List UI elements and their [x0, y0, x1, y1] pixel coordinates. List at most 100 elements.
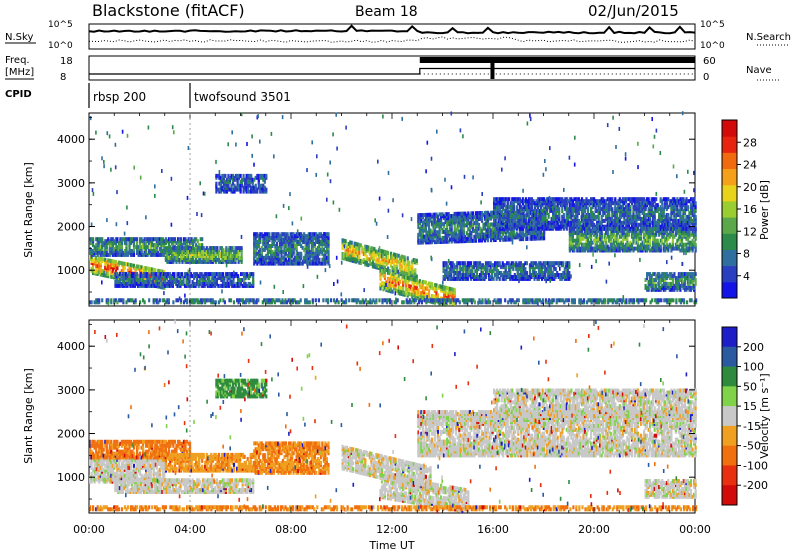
range-cell [140, 237, 143, 242]
range-cell [92, 267, 95, 272]
range-cell [152, 243, 155, 248]
range-cell [217, 259, 220, 264]
range-cell [205, 256, 208, 260]
range-cell [161, 274, 164, 279]
range-cell [143, 241, 146, 246]
range-cell [179, 257, 183, 262]
range-cell [319, 232, 322, 237]
range-cell [130, 283, 134, 288]
range-cell [477, 222, 481, 227]
range-cell [192, 239, 195, 244]
range-cell [291, 249, 294, 254]
range-cell [224, 281, 227, 286]
range-cell [180, 272, 184, 277]
range-cell [262, 173, 265, 178]
range-cell [306, 257, 309, 262]
range-cell [278, 234, 282, 239]
range-cell [199, 257, 202, 262]
range-cell [116, 266, 119, 271]
range-cell [266, 245, 269, 250]
range-cell [686, 205, 690, 210]
range-cell [104, 249, 107, 253]
range-cell [172, 237, 175, 242]
range-cell [379, 254, 382, 259]
range-cell [355, 246, 358, 250]
range-cell [318, 232, 321, 237]
range-cell [313, 251, 316, 256]
range-cell [234, 185, 238, 190]
range-cell [193, 281, 196, 286]
range-cell [110, 237, 113, 242]
range-cell [132, 283, 135, 288]
range-cell [152, 249, 155, 253]
range-cell [356, 246, 359, 251]
range-cell [182, 280, 185, 284]
range-cell [316, 259, 319, 264]
range-cell [161, 237, 164, 242]
range-cell [211, 254, 214, 258]
range-cell [114, 272, 117, 277]
range-cell [139, 269, 142, 273]
range-cell [143, 237, 146, 242]
range-cell [391, 269, 394, 274]
range-cell [183, 272, 187, 277]
range-cell [277, 232, 280, 237]
range-cell [694, 209, 697, 213]
range-cell [263, 232, 266, 237]
range-cell [228, 246, 231, 251]
range-cell [239, 183, 242, 188]
range-cell [244, 281, 247, 286]
range-cell [195, 254, 198, 258]
range-cell [269, 244, 272, 248]
range-cell [250, 283, 253, 288]
range-cell [190, 237, 193, 242]
range-cell [128, 266, 131, 271]
range-cell [179, 254, 183, 258]
range-cell [362, 252, 365, 256]
range-cell [90, 241, 93, 246]
range-cell [96, 247, 99, 251]
range-cell [108, 258, 111, 263]
range-cell [141, 278, 144, 282]
range-cell [274, 261, 277, 266]
range-cell [388, 269, 391, 273]
range-cell [324, 257, 327, 262]
range-cell [228, 175, 232, 180]
range-cell [247, 183, 250, 188]
range-cell [274, 249, 277, 254]
noise-tick-high-left: 10^5 [48, 20, 73, 30]
range-cell [236, 173, 239, 178]
range-cell [383, 257, 387, 262]
range-cell [301, 259, 304, 264]
range-cell [196, 259, 199, 264]
range-cell [281, 242, 285, 246]
range-cell [187, 276, 190, 281]
range-cell [313, 261, 316, 266]
range-cell [406, 268, 409, 273]
range-cell [190, 246, 193, 251]
range-cell [298, 232, 301, 237]
range-cell [161, 249, 164, 253]
range-cell [142, 252, 145, 257]
range-cell [140, 245, 143, 250]
range-cell [122, 269, 125, 274]
range-cell [517, 214, 520, 219]
range-cell [182, 276, 185, 281]
range-cell [198, 252, 201, 256]
range-cell [180, 280, 184, 284]
range-cell [300, 261, 303, 266]
range-cell [182, 237, 186, 242]
range-cell [93, 269, 96, 274]
range-cell [154, 268, 157, 273]
range-cell [120, 274, 123, 279]
range-cell [227, 281, 231, 286]
range-cell [107, 264, 110, 269]
range-cell [350, 240, 353, 245]
range-cell [219, 259, 222, 264]
range-cell [343, 238, 346, 243]
range-cell [385, 250, 388, 255]
range-cell [693, 197, 696, 202]
range-cell [562, 213, 565, 217]
range-cell [397, 273, 400, 278]
